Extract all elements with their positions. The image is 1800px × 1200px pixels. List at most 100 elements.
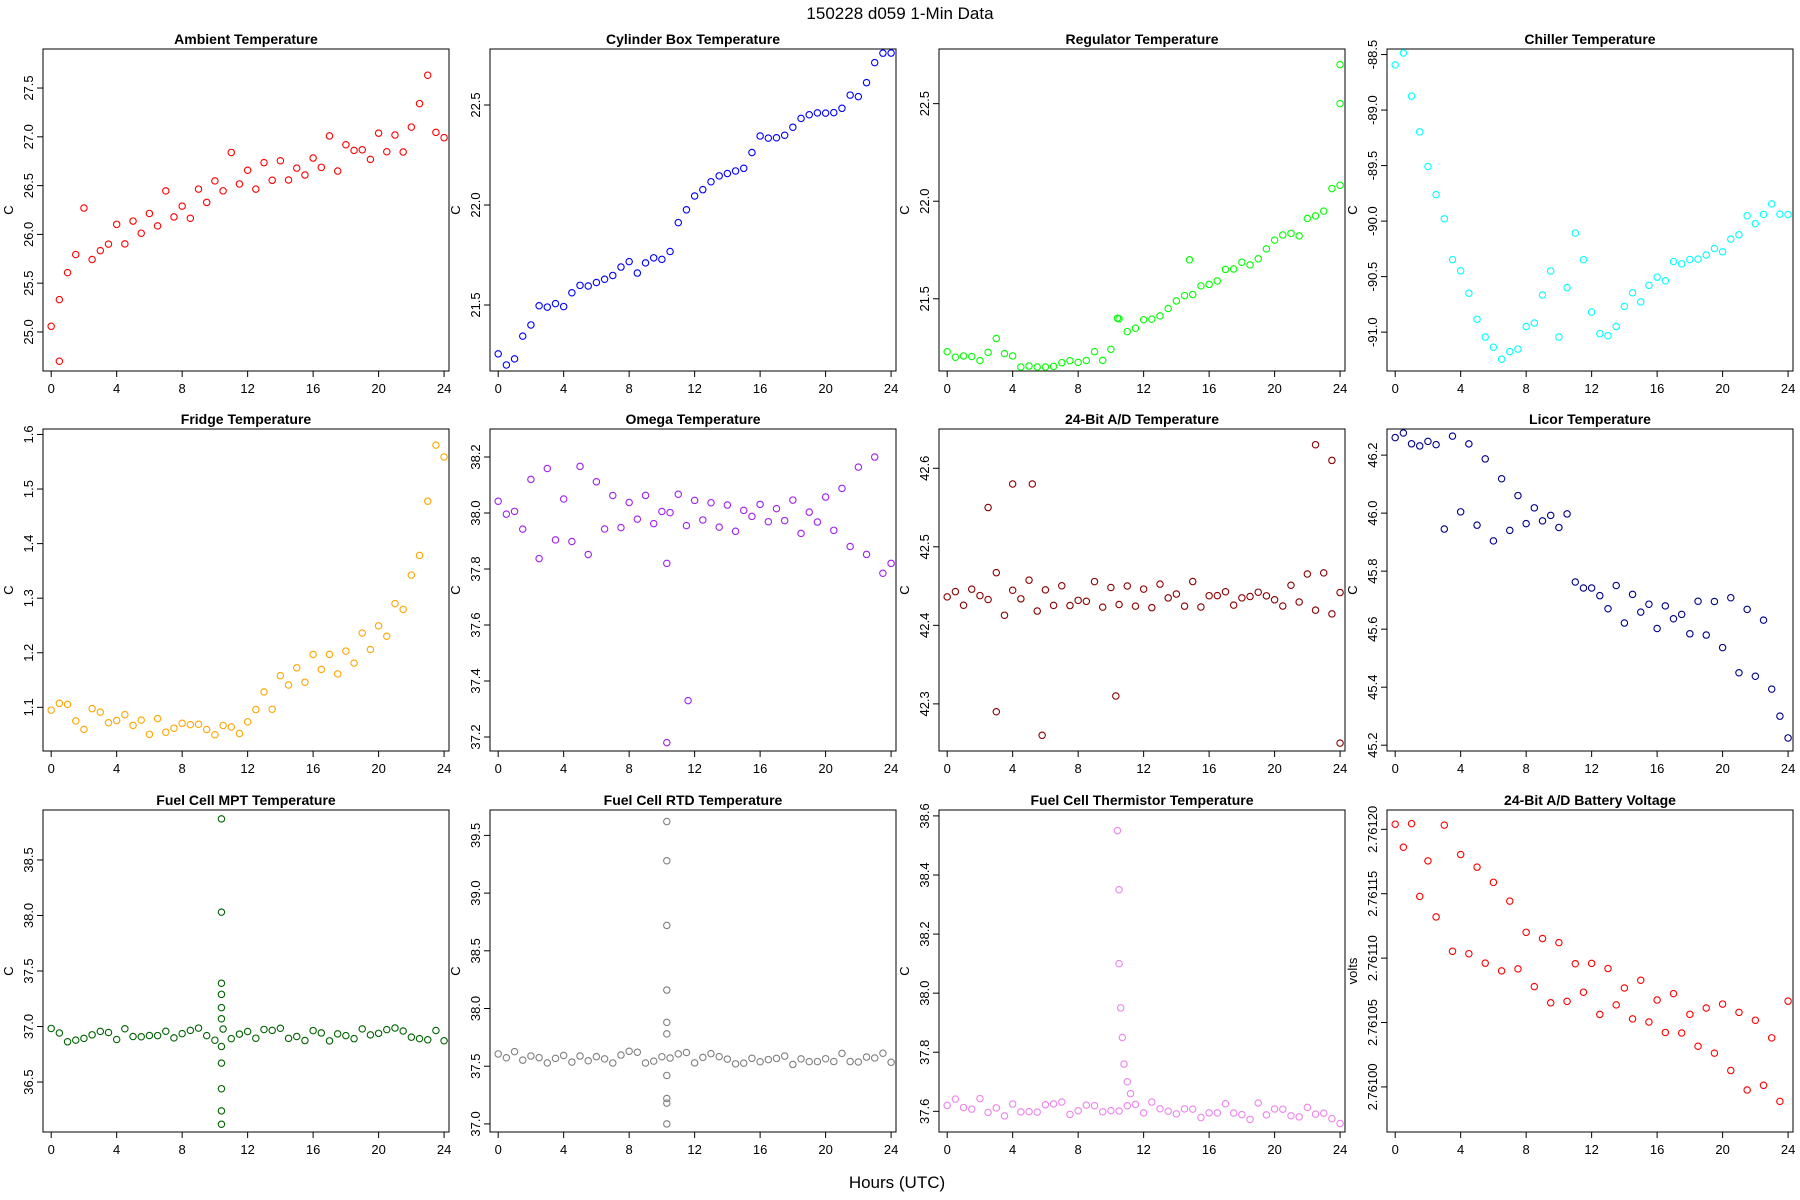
y-tick-label: 46.0 [1365, 500, 1380, 525]
data-points [943, 440, 1344, 747]
data-point [1473, 315, 1481, 324]
y-tick-label: 37.5 [21, 958, 36, 983]
data-point [1058, 1098, 1066, 1106]
x-tick-label: 12 [1136, 1142, 1150, 1157]
data-point [1784, 210, 1792, 219]
data-point [178, 1029, 186, 1038]
data-point [342, 647, 350, 655]
data-point [1596, 329, 1604, 338]
data-point [1473, 863, 1481, 871]
data-point [1596, 591, 1604, 600]
plot-frame [1386, 428, 1794, 752]
data-point [1197, 282, 1205, 290]
data-point [1456, 850, 1465, 859]
data-point [153, 714, 162, 723]
data-point [1025, 362, 1033, 370]
y-tick-label: 22.5 [468, 92, 483, 117]
data-point [1751, 672, 1760, 681]
data-point [383, 148, 391, 156]
outlier-point [1336, 60, 1344, 69]
data-point [194, 185, 203, 193]
data-point [1506, 347, 1514, 356]
data-point [423, 1036, 432, 1044]
data-point [870, 453, 879, 461]
data-point [1686, 255, 1694, 264]
data-point [1612, 1001, 1620, 1009]
data-point [707, 177, 715, 186]
x-tick-label: 16 [753, 1142, 767, 1157]
data-point [374, 1029, 383, 1038]
y-tick-label: 37.0 [468, 1111, 483, 1136]
data-point [1107, 583, 1115, 592]
outlier-point [663, 921, 671, 930]
data-point [1702, 631, 1710, 639]
x-tick-label: 8 [1523, 381, 1530, 396]
data-point [55, 699, 64, 708]
data-point [260, 158, 268, 167]
data-point [1759, 1081, 1768, 1090]
data-point [1311, 1110, 1320, 1118]
data-point [1563, 510, 1571, 518]
data-point [625, 257, 633, 266]
data-point [600, 525, 609, 533]
x-tick-label: 16 [753, 381, 767, 396]
data-point [268, 705, 276, 714]
x-tick-label: 4 [113, 381, 120, 396]
data-point [690, 192, 699, 200]
data-point [887, 49, 895, 57]
data-point [658, 1052, 666, 1061]
data-point [1653, 996, 1661, 1004]
data-point [682, 521, 691, 530]
data-point [301, 1036, 309, 1045]
data-point [1637, 298, 1645, 306]
data-point [186, 214, 195, 223]
data-point [391, 1024, 399, 1032]
data-point [1287, 581, 1295, 589]
data-point [1213, 1109, 1222, 1117]
outlier-point [1115, 886, 1123, 894]
data-point [153, 1031, 162, 1040]
data-point [1424, 437, 1432, 446]
data-point [1319, 1109, 1328, 1117]
y-tick-label: 45.6 [1365, 617, 1380, 642]
data-point [576, 281, 584, 290]
data-point [838, 104, 846, 113]
data-points [1391, 819, 1792, 1106]
data-point [178, 202, 186, 210]
data-point [1587, 959, 1596, 968]
x-tick-label: 16 [1650, 1142, 1664, 1157]
data-point [813, 109, 822, 117]
data-point [1033, 363, 1041, 371]
data-point [1131, 1100, 1140, 1109]
outlier-point [1336, 739, 1344, 747]
data-point [1254, 255, 1262, 263]
data-point [129, 217, 137, 225]
data-point [268, 176, 276, 185]
data-point [682, 1048, 691, 1057]
data-point [350, 146, 358, 155]
x-tick-label: 8 [626, 1142, 633, 1157]
outlier-point [663, 817, 671, 826]
y-axis-label: C [1, 966, 16, 975]
data-point [682, 206, 691, 214]
x-tick-label: 0 [495, 761, 502, 776]
x-tick-label: 16 [1202, 761, 1216, 776]
data-point [1596, 1010, 1604, 1019]
x-tick-label: 12 [1584, 381, 1598, 396]
data-points [943, 826, 1344, 1128]
data-point [1049, 1100, 1058, 1108]
data-point [96, 1027, 105, 1036]
data-point [1246, 261, 1254, 269]
data-point [739, 1059, 748, 1067]
data-point [121, 1025, 129, 1033]
data-point [1702, 251, 1710, 259]
data-point [951, 353, 960, 361]
data-point [1229, 601, 1238, 609]
y-axis-label: C [1345, 205, 1360, 214]
data-point [1197, 1113, 1205, 1122]
outlier-point [1126, 1089, 1135, 1098]
data-point [1098, 603, 1107, 611]
data-point [1604, 964, 1612, 973]
data-point [301, 678, 309, 686]
x-tick-label: 20 [1715, 761, 1729, 776]
